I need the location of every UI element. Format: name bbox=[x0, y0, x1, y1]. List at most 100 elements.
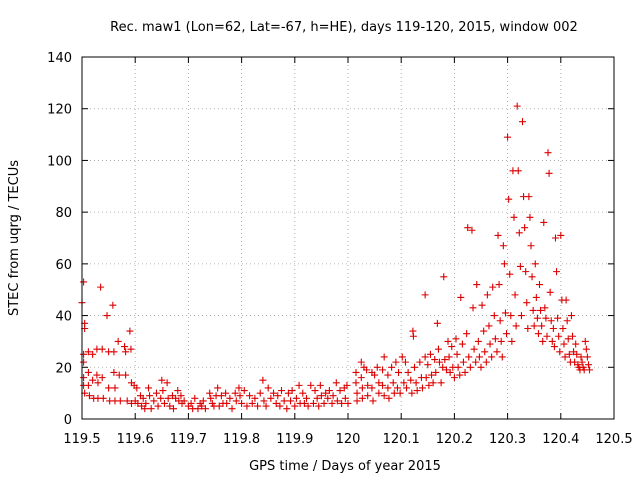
data-point bbox=[105, 384, 113, 392]
data-point bbox=[145, 384, 152, 392]
data-point bbox=[547, 317, 555, 325]
data-point bbox=[478, 301, 486, 309]
data-point bbox=[110, 368, 118, 376]
data-point bbox=[333, 397, 341, 405]
data-point bbox=[411, 363, 418, 371]
data-point bbox=[536, 281, 544, 289]
data-point bbox=[465, 353, 473, 361]
data-point bbox=[531, 260, 539, 268]
data-point bbox=[403, 384, 411, 392]
data-point bbox=[284, 389, 292, 397]
data-point bbox=[504, 133, 512, 141]
data-point bbox=[424, 361, 432, 369]
y-tick-labels: 0 20 40 60 80 100 120 140 bbox=[47, 51, 72, 428]
x-tick-labels: 119.5 119.6 119.7 119.8 119.9 120 120.1 120.2 12… bbox=[63, 432, 632, 447]
data-point bbox=[463, 330, 471, 338]
data-point bbox=[198, 402, 206, 410]
data-point bbox=[456, 371, 464, 379]
data-point bbox=[116, 397, 124, 405]
data-point bbox=[548, 337, 556, 345]
x-tick-label: 120.5 bbox=[595, 432, 632, 447]
x-tick-label: 119.8 bbox=[223, 432, 260, 447]
data-point bbox=[534, 330, 542, 338]
data-point bbox=[325, 387, 333, 395]
y-tick-label: 140 bbox=[47, 51, 72, 66]
data-point bbox=[80, 374, 88, 382]
data-point bbox=[160, 399, 168, 407]
x-tick-label: 120.3 bbox=[489, 432, 526, 447]
data-point bbox=[556, 348, 564, 356]
data-point bbox=[459, 358, 467, 366]
data-point bbox=[481, 348, 489, 356]
data-point bbox=[199, 397, 207, 405]
data-point bbox=[141, 405, 149, 413]
data-point bbox=[126, 327, 134, 335]
data-point bbox=[439, 363, 447, 371]
data-point bbox=[542, 314, 550, 322]
data-point bbox=[380, 353, 388, 361]
data-point bbox=[433, 319, 441, 327]
data-point bbox=[174, 387, 182, 395]
data-point bbox=[111, 384, 119, 392]
data-point bbox=[80, 278, 88, 286]
data-point bbox=[159, 387, 167, 395]
data-point bbox=[123, 397, 131, 405]
data-point bbox=[436, 358, 444, 366]
data-point bbox=[565, 350, 573, 358]
data-point bbox=[561, 353, 569, 361]
data-point bbox=[512, 322, 520, 330]
axis-ticks bbox=[81, 56, 615, 420]
data-point bbox=[380, 392, 388, 400]
data-point bbox=[251, 394, 259, 402]
data-point bbox=[488, 353, 496, 361]
data-point bbox=[384, 371, 392, 379]
data-point bbox=[267, 394, 275, 402]
data-point bbox=[142, 399, 150, 407]
data-point bbox=[114, 337, 122, 345]
data-point bbox=[228, 405, 236, 413]
data-point bbox=[270, 389, 278, 397]
data-point bbox=[470, 345, 478, 353]
data-point bbox=[544, 149, 552, 157]
data-point bbox=[401, 358, 409, 366]
data-point bbox=[121, 343, 129, 351]
data-point bbox=[540, 218, 548, 226]
data-point bbox=[139, 394, 147, 402]
data-point bbox=[357, 374, 365, 382]
data-point bbox=[187, 399, 195, 407]
data-point bbox=[84, 381, 92, 389]
data-point bbox=[454, 363, 462, 371]
data-point bbox=[541, 304, 549, 312]
data-point bbox=[482, 358, 490, 366]
x-tick-label: 120.1 bbox=[383, 432, 420, 447]
data-point bbox=[322, 389, 330, 397]
data-point bbox=[483, 291, 491, 299]
data-point bbox=[413, 387, 421, 395]
data-point bbox=[157, 394, 165, 402]
data-point bbox=[180, 397, 188, 405]
data-point bbox=[147, 405, 155, 413]
data-point bbox=[503, 330, 511, 338]
data-point bbox=[384, 384, 392, 392]
x-tick-label: 119.9 bbox=[276, 432, 313, 447]
x-tick-label: 120 bbox=[336, 432, 361, 447]
data-point bbox=[496, 317, 504, 325]
data-point bbox=[392, 358, 400, 366]
data-point bbox=[246, 392, 254, 400]
data-point bbox=[530, 322, 538, 330]
data-point bbox=[93, 371, 101, 379]
data-point bbox=[551, 234, 559, 242]
data-point bbox=[295, 381, 303, 389]
data-point bbox=[272, 399, 280, 407]
data-point bbox=[437, 379, 445, 387]
data-point bbox=[201, 405, 209, 413]
data-point bbox=[498, 353, 506, 361]
data-point bbox=[259, 376, 267, 384]
data-point bbox=[515, 229, 523, 237]
data-point bbox=[352, 368, 360, 376]
data-point bbox=[473, 281, 481, 289]
data-point bbox=[110, 348, 118, 356]
y-tick-label: 40 bbox=[55, 310, 72, 325]
data-point bbox=[99, 394, 107, 402]
data-point bbox=[448, 343, 456, 351]
